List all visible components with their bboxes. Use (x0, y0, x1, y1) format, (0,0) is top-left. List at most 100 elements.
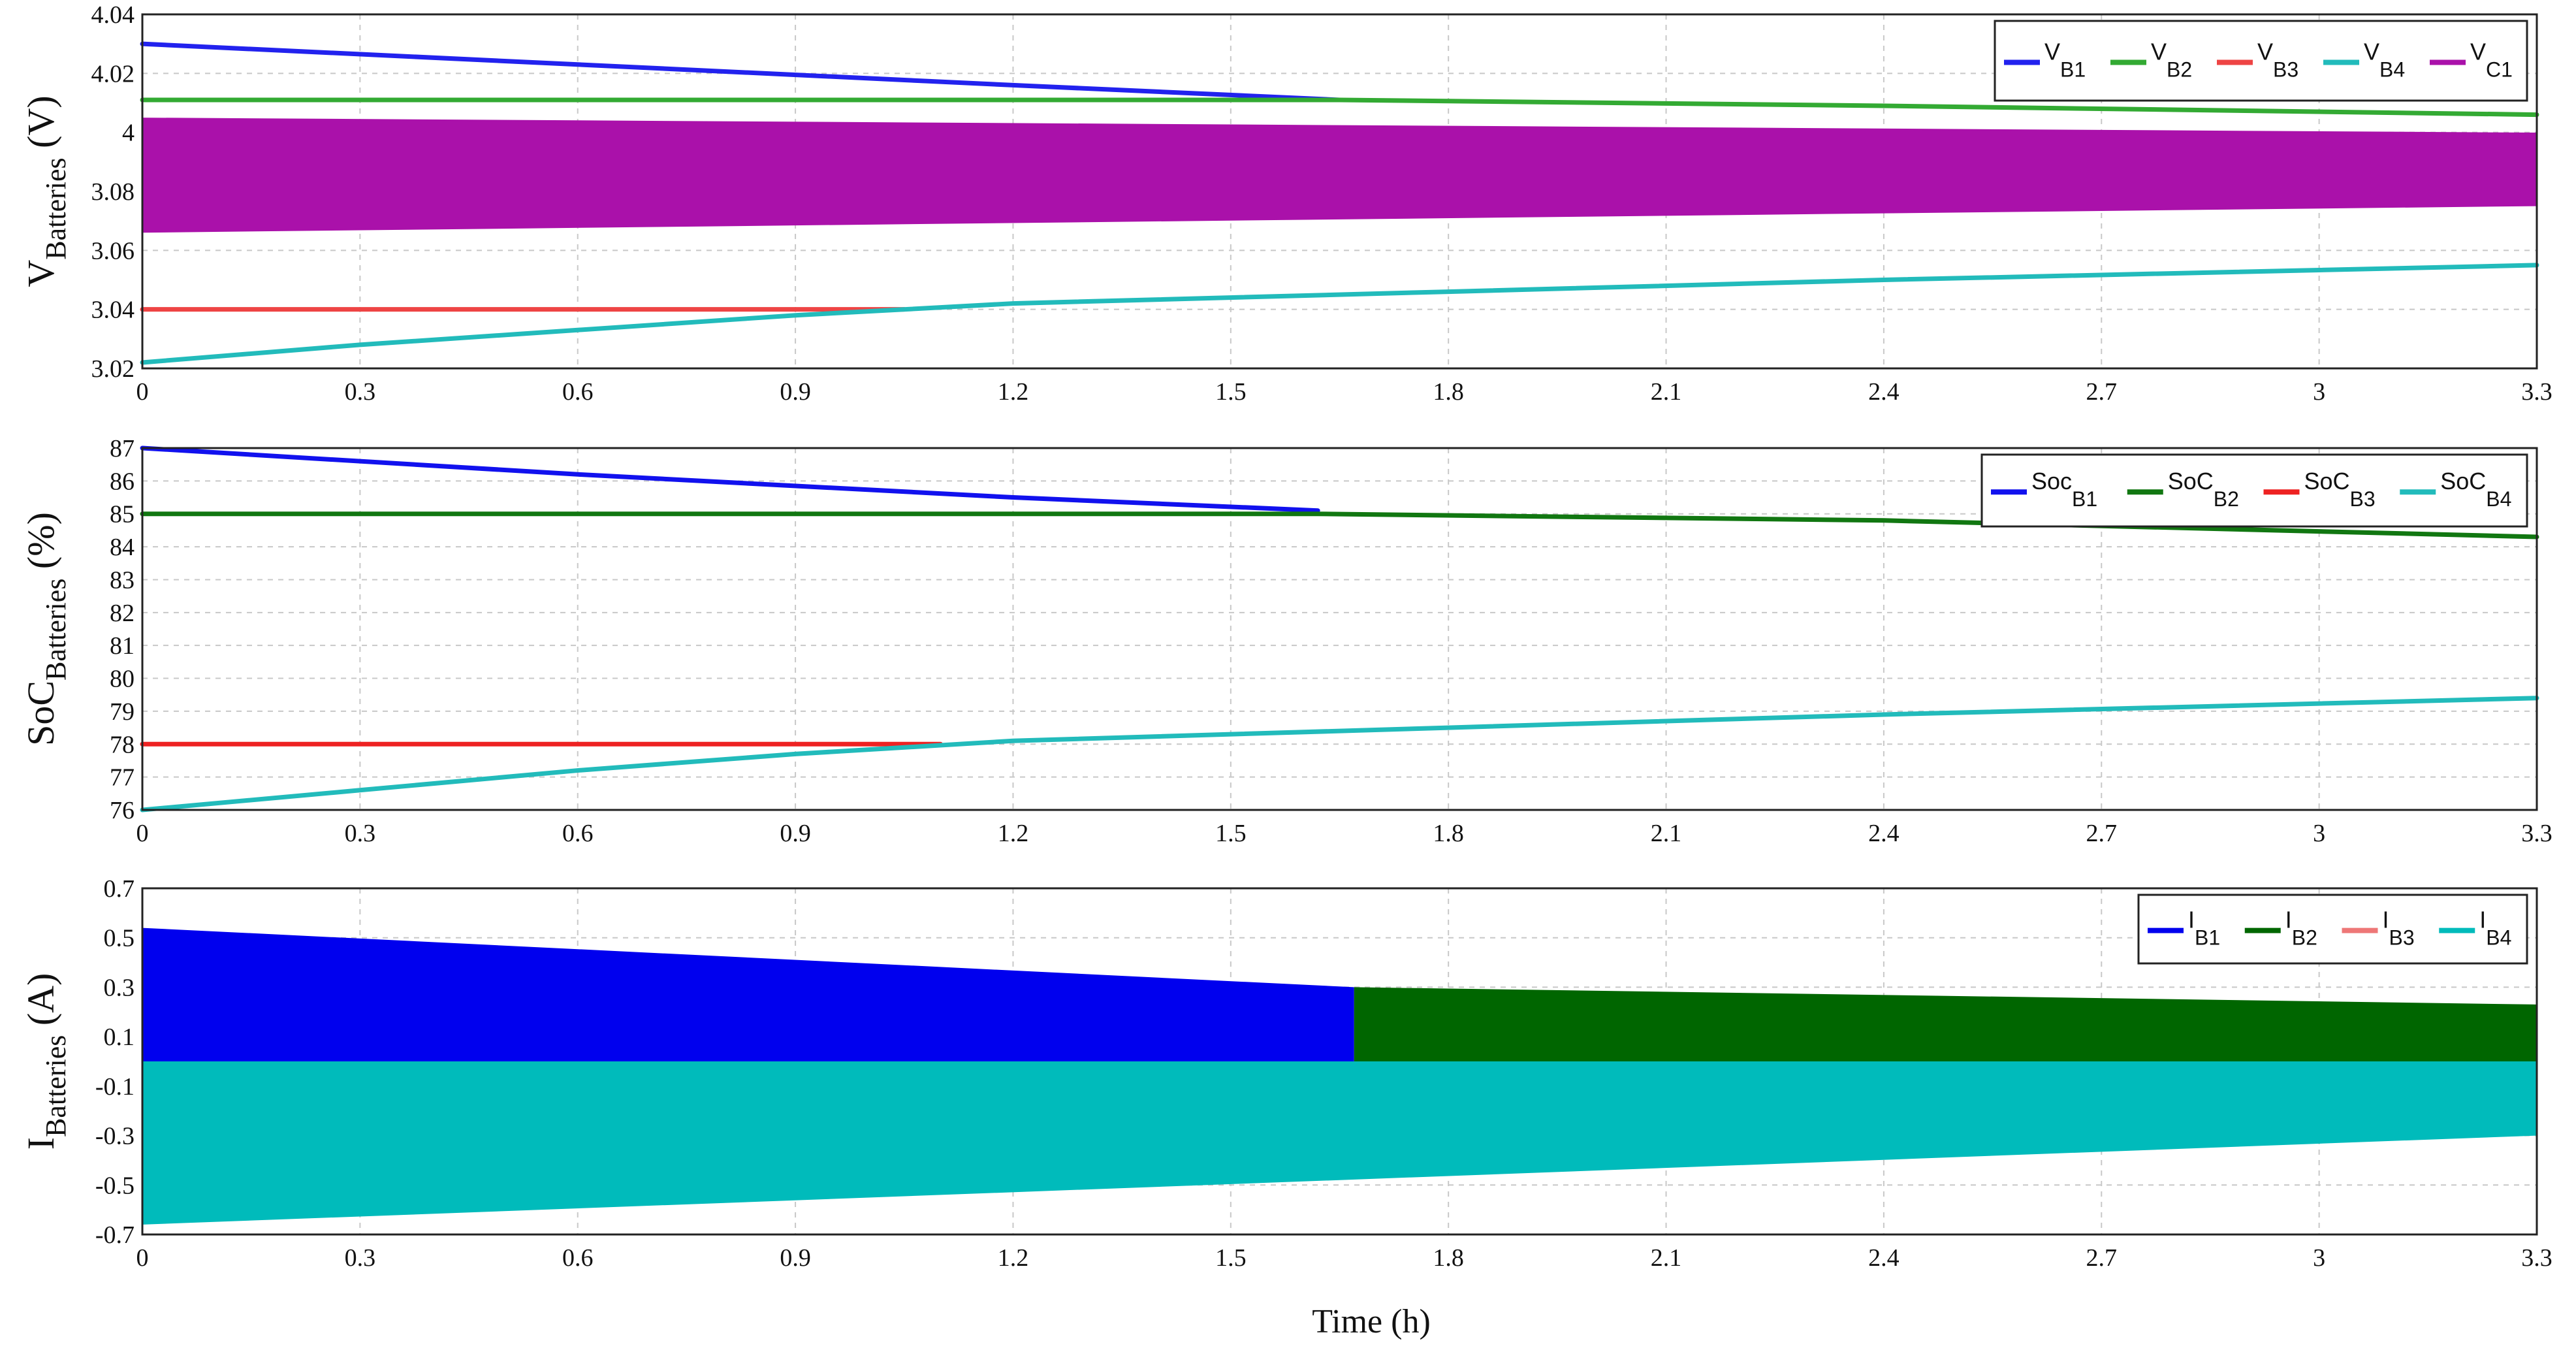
x-tick-label: 3.3 (2521, 1244, 2552, 1272)
y-tick-label: -0.5 (95, 1172, 135, 1199)
legend-entry: SocB1 (2031, 468, 2097, 511)
series-b4 (140, 263, 2539, 365)
x-tick-label: 1.2 (998, 378, 1029, 406)
x-tick-label: 1.2 (998, 820, 1029, 847)
x-tick-label: 0 (136, 1244, 149, 1272)
series-b1 (140, 41, 1342, 103)
y-axis-label: VBatteries (V) (20, 95, 72, 287)
x-tick-label: 2.1 (1651, 1244, 1682, 1272)
legend-entry: SoCB2 (2168, 468, 2239, 511)
x-tick-label: 0.9 (780, 1244, 811, 1272)
y-tick-label: 78 (110, 731, 135, 758)
x-tick-label: 2.7 (2086, 378, 2118, 406)
series-b2 (1354, 987, 2537, 1061)
y-axis-label: SoCBatteries (%) (20, 512, 72, 746)
x-tick-label: 2.7 (2086, 820, 2118, 847)
y-tick-label: 76 (110, 797, 135, 824)
y-tick-label: 84 (110, 534, 135, 561)
axes-frame (141, 13, 2538, 370)
x-tick-label: 2.7 (2086, 1244, 2118, 1272)
y-tick-label: 3.04 (91, 297, 135, 324)
y-tick-label: 4.04 (91, 1, 135, 29)
x-tick-label: 3.3 (2521, 820, 2552, 847)
series-b4 (140, 696, 2539, 813)
x-tick-label: 0.6 (562, 378, 594, 406)
x-tick-label: 0.6 (562, 820, 594, 847)
series-b4 (142, 1061, 2537, 1225)
legend-entry: SoCB4 (2440, 468, 2511, 511)
y-tick-label: 82 (110, 600, 135, 627)
x-tick-label: 2.4 (1868, 378, 1900, 406)
series-c1 (142, 118, 2537, 233)
legend-entry: VB2 (2151, 38, 2192, 81)
x-tick-label: 0.3 (345, 820, 376, 847)
x-tick-label: 0.9 (780, 378, 811, 406)
series-b2 (140, 511, 2539, 540)
axes-frame (141, 447, 2538, 811)
y-tick-label: 3.06 (91, 237, 135, 265)
panel-3: 0 0.3 0.6 0.9 1.2 1.5 1.8 2.1 2.4 2.7 3 3.3 -0.7 -0.5… (20, 875, 2552, 1272)
axes-frame (141, 887, 2538, 1236)
y-tick-label: 0.3 (104, 974, 135, 1001)
legend-entry: IB4 (2479, 907, 2511, 950)
panel-2: 0 0.3 0.6 0.9 1.2 1.5 1.8 2.1 2.4 2.7 3 3.3 76 77 78 79… (20, 435, 2552, 847)
x-tick-label: 3 (2313, 1244, 2325, 1272)
x-tick-label: 1.8 (1433, 820, 1464, 847)
y-tick-label: 85 (110, 501, 135, 528)
x-tick-label: 2.4 (1868, 1244, 1900, 1272)
y-tick-label: 0.1 (104, 1024, 135, 1051)
x-tick-label: 1.5 (1215, 378, 1247, 406)
y-tick-label: 4 (122, 120, 135, 147)
legend-entry: SoCB3 (2304, 468, 2376, 511)
x-tick-label: 3 (2313, 378, 2325, 406)
x-tick-label: 0.6 (562, 1244, 594, 1272)
legend-box (1980, 453, 2528, 528)
legend: VB1 VB2 VB3 VB4 VC1 (1994, 20, 2528, 102)
x-tick-label: 1.5 (1215, 1244, 1247, 1272)
y-tick-label: 0.5 (104, 925, 135, 952)
y-tick-label: -0.7 (95, 1221, 135, 1249)
y-tick-label: 86 (110, 468, 135, 495)
legend-entry: VC1 (2470, 38, 2513, 81)
y-tick-label: 3.08 (91, 178, 135, 206)
x-tick-label: 1.8 (1433, 378, 1464, 406)
series-b1 (140, 445, 1320, 513)
legend-entry: IB1 (2188, 907, 2220, 950)
panel-1: 0 0.3 0.6 0.9 1.2 1.5 1.8 2.1 2.4 2.7 3 3.3 3.02 3.04… (20, 1, 2552, 406)
y-tick-label: -0.1 (95, 1073, 135, 1101)
legend-entry: VB3 (2257, 38, 2298, 81)
x-tick-label: 2.1 (1651, 820, 1682, 847)
x-tick-label: 0 (136, 378, 149, 406)
x-tick-label: 0.9 (780, 820, 811, 847)
legend: IB1 IB2 IB3 IB4 (2137, 894, 2528, 965)
x-tick-label: 3.3 (2521, 378, 2552, 406)
legend-entry: IB2 (2285, 907, 2317, 950)
x-axis-label: Time (h) (1312, 1303, 1431, 1340)
y-tick-label: 3.02 (91, 355, 135, 383)
x-tick-label: 0.3 (345, 1244, 376, 1272)
y-tick-label: 81 (110, 632, 135, 660)
x-tick-label: 0 (136, 820, 149, 847)
y-axis-label: IBatteries (A) (20, 973, 72, 1150)
x-tick-label: 2.4 (1868, 820, 1900, 847)
y-tick-label: 80 (110, 666, 135, 693)
y-tick-label: 0.7 (104, 875, 135, 903)
x-tick-label: 1.5 (1215, 820, 1247, 847)
x-tick-label: 0.3 (345, 378, 376, 406)
y-tick-label: 4.02 (91, 60, 135, 88)
legend-entry: VB1 (2044, 38, 2086, 81)
x-tick-label: 2.1 (1651, 378, 1682, 406)
legend-entry: VB4 (2364, 38, 2405, 81)
x-tick-label: 3 (2313, 820, 2325, 847)
y-tick-label: 83 (110, 566, 135, 594)
y-tick-label: 87 (110, 435, 135, 462)
x-tick-label: 1.8 (1433, 1244, 1464, 1272)
series-b2 (140, 97, 2539, 118)
series-b1 (142, 927, 1354, 1061)
x-tick-label: 1.2 (998, 1244, 1029, 1272)
y-tick-label: 77 (110, 764, 135, 792)
legend-entry: IB3 (2383, 907, 2415, 950)
y-tick-label: 79 (110, 698, 135, 726)
legend: SocB1 SoCB2 SoCB3 SoCB4 (1980, 453, 2528, 528)
